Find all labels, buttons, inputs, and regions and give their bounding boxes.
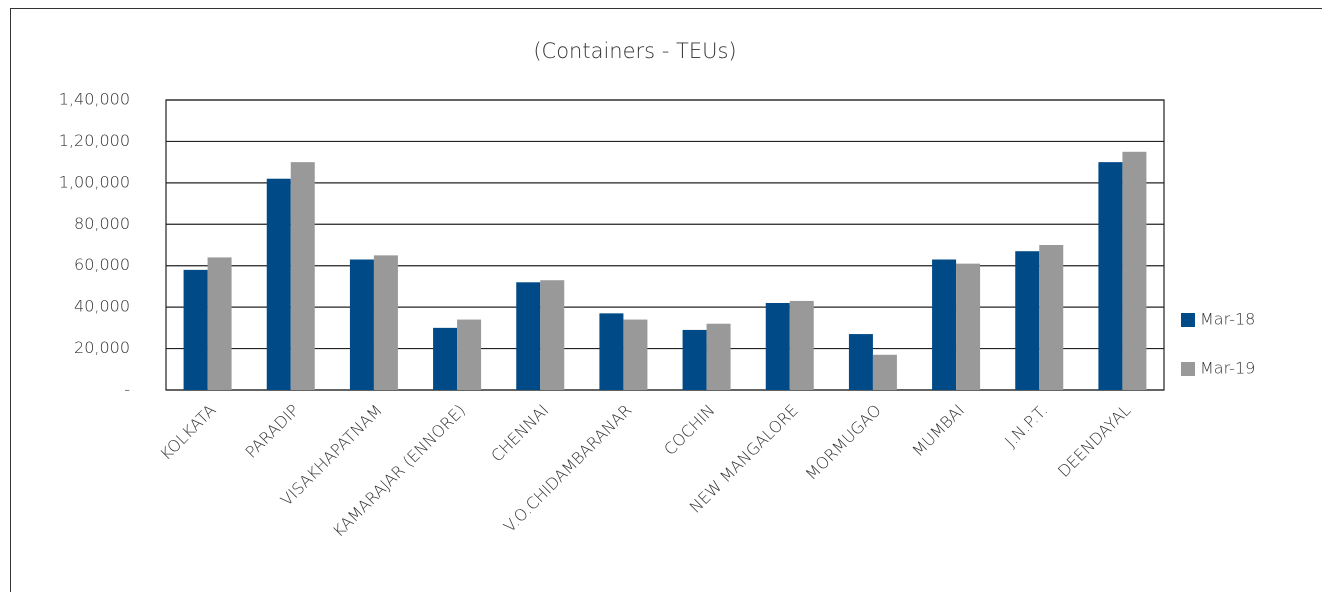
bar [457,319,482,390]
chart-title: (Containers - TEUs) [533,39,736,63]
bar [349,259,374,390]
y-tick-label: - [124,380,130,399]
y-tick-label: 1,40,000 [59,90,130,109]
bar [1098,162,1123,390]
bar [956,263,981,390]
y-tick-label: 60,000 [74,255,130,274]
bar [682,329,707,390]
bar [1122,151,1147,390]
bar [932,259,957,390]
bar [599,313,624,390]
legend-label: Mar-18 [1200,310,1255,329]
y-tick-label: 40,000 [74,297,130,316]
bar [706,323,731,390]
bar [183,269,208,390]
bar [765,303,790,390]
bar [433,327,458,390]
bar [266,178,291,390]
bar [872,354,897,390]
bar [540,280,565,390]
bar [373,255,398,390]
bar [207,257,232,390]
legend-label: Mar-19 [1200,359,1255,378]
bar [789,300,814,390]
bar [1015,251,1040,390]
bar [290,162,315,390]
bar [848,334,873,390]
bar [623,319,648,390]
legend-swatch [1181,362,1195,376]
bar [516,282,541,390]
y-tick-label: 1,00,000 [59,172,130,191]
legend-swatch [1181,313,1195,327]
bar [1039,245,1064,390]
y-tick-label: 20,000 [74,338,130,357]
plot-frame [165,99,1165,391]
y-tick-label: 1,20,000 [59,131,130,150]
y-tick-label: 80,000 [74,214,130,233]
